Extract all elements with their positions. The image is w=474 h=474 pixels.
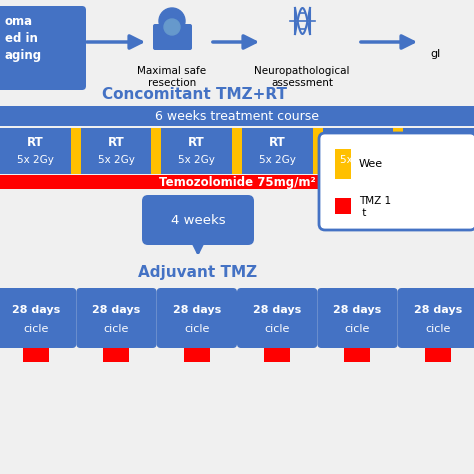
Text: RT: RT bbox=[269, 136, 286, 149]
FancyBboxPatch shape bbox=[0, 128, 474, 174]
FancyBboxPatch shape bbox=[0, 6, 86, 90]
Text: 28 days: 28 days bbox=[414, 305, 462, 315]
Text: 5x 2Gy: 5x 2Gy bbox=[17, 155, 54, 165]
Text: cicle: cicle bbox=[345, 324, 370, 335]
FancyBboxPatch shape bbox=[142, 195, 254, 245]
Text: Temozolomide 75mg/m²: Temozolomide 75mg/m² bbox=[159, 175, 315, 189]
Text: 5x 2Gy: 5x 2Gy bbox=[259, 155, 296, 165]
FancyBboxPatch shape bbox=[264, 348, 290, 362]
FancyBboxPatch shape bbox=[0, 175, 474, 189]
Text: 5x 2Gy: 5x 2Gy bbox=[420, 155, 457, 165]
FancyBboxPatch shape bbox=[76, 288, 157, 348]
Text: Adjuvant TMZ: Adjuvant TMZ bbox=[138, 264, 257, 280]
Text: oma: oma bbox=[5, 15, 33, 27]
Text: aging: aging bbox=[5, 48, 42, 62]
FancyBboxPatch shape bbox=[319, 133, 474, 230]
Circle shape bbox=[164, 19, 180, 35]
Text: 6 weeks treatment course: 6 weeks treatment course bbox=[155, 109, 319, 122]
Text: RT: RT bbox=[188, 136, 205, 149]
FancyBboxPatch shape bbox=[0, 106, 474, 126]
FancyBboxPatch shape bbox=[317, 288, 398, 348]
Text: cicle: cicle bbox=[24, 324, 49, 335]
Text: RT: RT bbox=[27, 136, 44, 149]
FancyBboxPatch shape bbox=[184, 348, 210, 362]
FancyBboxPatch shape bbox=[237, 288, 317, 348]
FancyBboxPatch shape bbox=[23, 348, 49, 362]
FancyBboxPatch shape bbox=[425, 348, 451, 362]
Text: 28 days: 28 days bbox=[333, 305, 382, 315]
Text: 28 days: 28 days bbox=[253, 305, 301, 315]
FancyBboxPatch shape bbox=[71, 128, 81, 174]
Text: cicle: cicle bbox=[264, 324, 290, 335]
FancyBboxPatch shape bbox=[232, 128, 242, 174]
Text: Wee: Wee bbox=[359, 159, 383, 169]
Text: 5x 2Gy: 5x 2Gy bbox=[178, 155, 215, 165]
Text: 4 weeks: 4 weeks bbox=[171, 213, 225, 227]
Text: Maximal safe
resection: Maximal safe resection bbox=[137, 66, 207, 88]
FancyBboxPatch shape bbox=[151, 128, 161, 174]
FancyBboxPatch shape bbox=[393, 128, 403, 174]
FancyBboxPatch shape bbox=[345, 348, 371, 362]
FancyBboxPatch shape bbox=[335, 149, 351, 179]
Text: cicle: cicle bbox=[184, 324, 210, 335]
Text: 28 days: 28 days bbox=[173, 305, 221, 315]
Text: 28 days: 28 days bbox=[92, 305, 141, 315]
Text: cicle: cicle bbox=[425, 324, 450, 335]
FancyBboxPatch shape bbox=[335, 198, 351, 214]
Text: RT: RT bbox=[430, 136, 447, 149]
FancyBboxPatch shape bbox=[313, 128, 323, 174]
Text: TMZ 1
 t: TMZ 1 t bbox=[359, 196, 391, 218]
FancyBboxPatch shape bbox=[157, 288, 237, 348]
Text: ed in: ed in bbox=[5, 31, 38, 45]
FancyBboxPatch shape bbox=[398, 288, 474, 348]
Text: 5x 2Gy: 5x 2Gy bbox=[98, 155, 135, 165]
Text: 28 days: 28 days bbox=[12, 305, 60, 315]
FancyBboxPatch shape bbox=[103, 348, 129, 362]
Text: Neuropathological
assessment: Neuropathological assessment bbox=[254, 66, 350, 88]
Text: Concomitant TMZ+RT: Concomitant TMZ+RT bbox=[102, 86, 288, 101]
Circle shape bbox=[159, 8, 185, 34]
Text: cicle: cicle bbox=[104, 324, 129, 335]
FancyBboxPatch shape bbox=[0, 288, 76, 348]
Text: gl: gl bbox=[430, 49, 440, 59]
FancyBboxPatch shape bbox=[153, 24, 192, 50]
Text: RT: RT bbox=[350, 136, 366, 149]
Text: RT: RT bbox=[108, 136, 124, 149]
Text: 5x 2Gy: 5x 2Gy bbox=[339, 155, 376, 165]
